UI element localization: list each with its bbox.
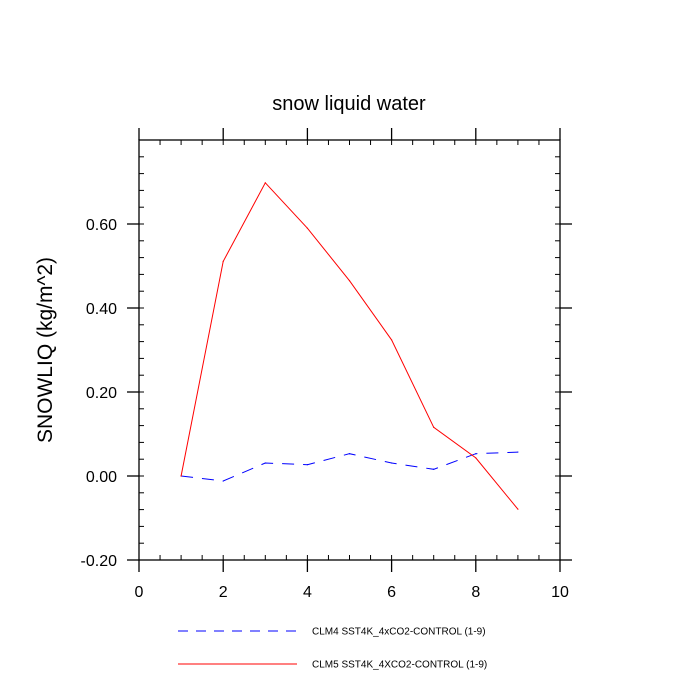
- series-1-point: [264, 462, 266, 464]
- y-tick-label: 0.40: [86, 301, 117, 318]
- x-tick-label: 4: [303, 584, 312, 601]
- series-1-point: [433, 468, 435, 470]
- plot-frame: [138, 139, 561, 561]
- x-tick-label: 10: [551, 584, 569, 601]
- series-2-point: [433, 426, 435, 428]
- series-2-point: [475, 457, 477, 459]
- legend-label-1: CLM4 SST4K_4xCO2-CONTROL (1-9): [312, 627, 486, 638]
- legend-label-2: CLM5 SST4K_4XCO2-CONTROL (1-9): [312, 660, 487, 671]
- series-2-point: [391, 339, 393, 341]
- series-2-point: [517, 508, 519, 510]
- series-2-point: [264, 182, 266, 184]
- series-2-point: [306, 227, 308, 229]
- x-tick-label: 6: [387, 584, 396, 601]
- series-2-point: [180, 475, 182, 477]
- series-2-point: [222, 260, 224, 262]
- chart-title: snow liquid water: [272, 93, 426, 115]
- series-2-point: [348, 280, 351, 282]
- series-1-point: [391, 462, 393, 464]
- series-line-2: [180, 181, 519, 510]
- x-tick-label: 0: [135, 584, 144, 601]
- y-tick-label: -0.20: [81, 553, 118, 570]
- y-axis-label: SNOWLIQ (kg/m^2): [34, 257, 57, 443]
- series-1-point: [306, 464, 308, 466]
- y-tick-label: 0.20: [86, 385, 117, 402]
- y-tick-label: 0.00: [86, 469, 117, 486]
- y-tick-label: 0.60: [86, 217, 117, 234]
- series-1-point: [222, 480, 224, 482]
- x-tick-label: 2: [219, 584, 228, 601]
- series-1-point: [475, 453, 477, 455]
- x-tick-label: 8: [471, 584, 480, 601]
- series-1-point: [348, 453, 351, 455]
- series-1-point: [517, 451, 519, 453]
- series-line-1: [181, 451, 518, 482]
